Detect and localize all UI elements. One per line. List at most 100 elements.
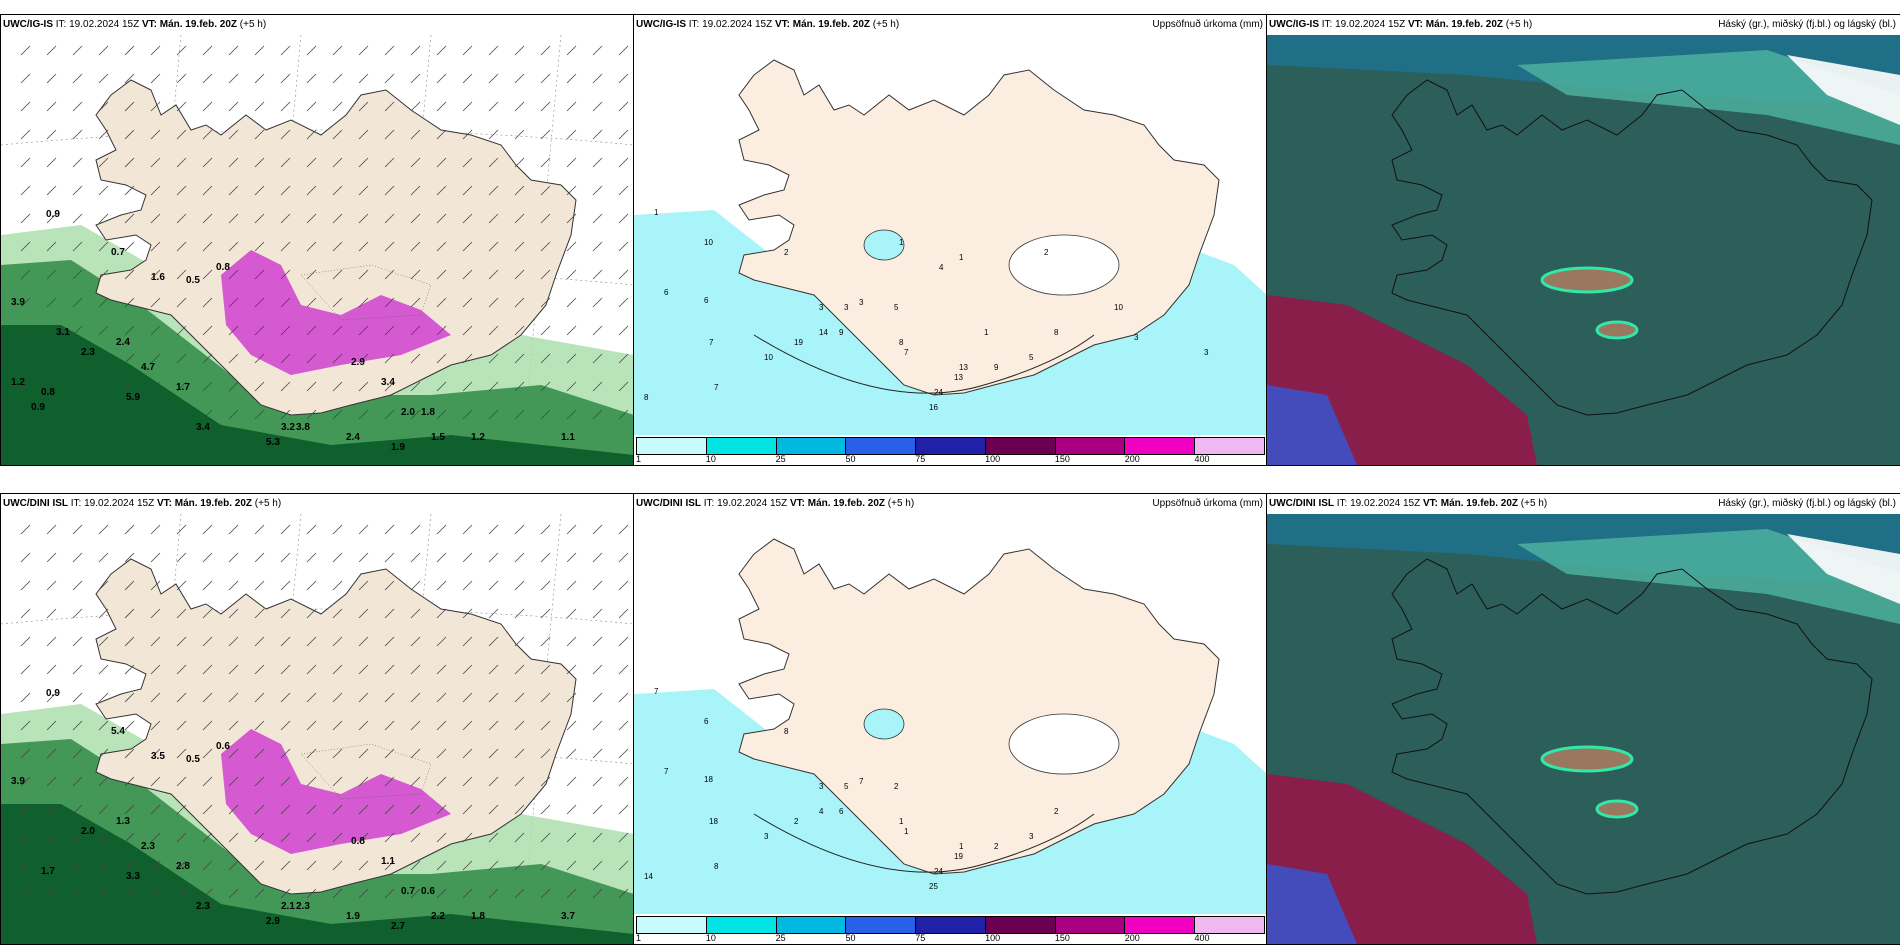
- wind-barb: [150, 552, 161, 563]
- wind-barb: [488, 832, 499, 843]
- wind-barb: [72, 213, 83, 224]
- wind-barb: [410, 608, 421, 619]
- wind-barb: [46, 101, 57, 112]
- wind-barb: [436, 860, 447, 871]
- wind-barb: [332, 664, 343, 675]
- wind-barb: [306, 888, 317, 899]
- wind-barb: [124, 608, 135, 619]
- wind-barb: [306, 832, 317, 843]
- wind-barb: [462, 580, 473, 591]
- wind-barb: [566, 297, 577, 308]
- wind-barb: [566, 692, 577, 703]
- wind-barb: [306, 804, 317, 815]
- wind-barb: [150, 832, 161, 843]
- wind-barb: [462, 664, 473, 675]
- wind-barb: [514, 524, 525, 535]
- wind-barb: [228, 776, 239, 787]
- legend-tick-label: 50: [845, 933, 856, 943]
- wind-barb: [20, 353, 31, 364]
- cloud-feature: [1595, 799, 1639, 819]
- wind-barb: [566, 73, 577, 84]
- wind-barb: [46, 636, 57, 647]
- wind-barb: [20, 241, 31, 252]
- wind-barb: [514, 157, 525, 168]
- wind-barb: [488, 720, 499, 731]
- wind-barb: [488, 748, 499, 759]
- wind-barb: [332, 720, 343, 731]
- precip-value-label: 7: [904, 348, 909, 357]
- wind-barb: [436, 325, 447, 336]
- wind-barb: [514, 269, 525, 280]
- wind-barb: [410, 664, 421, 675]
- wind-barb: [384, 608, 395, 619]
- wind-barb: [332, 325, 343, 336]
- value-label: 0.7: [111, 247, 125, 258]
- precip-value-label: 2: [994, 842, 999, 851]
- wind-barb: [98, 748, 109, 759]
- wind-barb: [514, 381, 525, 392]
- panel-header: UWC/DINI ISL IT: 19.02.2024 15Z VT: Mán.…: [1, 494, 634, 514]
- wind-barb: [228, 129, 239, 140]
- value-label: 2.9: [351, 357, 365, 368]
- wind-barb: [410, 804, 421, 815]
- wind-barb: [462, 409, 473, 420]
- glacier: [863, 708, 905, 740]
- lead-time: (+5 h): [1505, 19, 1533, 30]
- iceland-landmass: [738, 538, 1220, 875]
- wind-barb: [332, 776, 343, 787]
- wind-barb: [72, 524, 83, 535]
- wind-barb: [358, 213, 369, 224]
- wind-barb: [46, 776, 57, 787]
- wind-barb: [176, 636, 187, 647]
- wind-barb: [358, 608, 369, 619]
- wind-barb: [72, 73, 83, 84]
- wind-barb: [358, 241, 369, 252]
- wind-barb: [124, 73, 135, 84]
- cloud-map-bottom: UWC/DINI ISL IT: 19.02.2024 15Z VT: Mán.…: [1266, 493, 1900, 945]
- wind-barb: [228, 608, 239, 619]
- valid-time: Mán. 19.feb. 20Z: [807, 498, 885, 509]
- wind-barb: [72, 608, 83, 619]
- wind-barb: [98, 73, 109, 84]
- field-title: Háský (gr.), miðský (fj.bl.) og lágský (…: [1718, 498, 1896, 509]
- wind-barb: [280, 381, 291, 392]
- wind-barb: [514, 552, 525, 563]
- wind-barb: [618, 608, 629, 619]
- wind-barb: [488, 636, 499, 647]
- wind-barb: [540, 157, 551, 168]
- wind-barb: [514, 860, 525, 871]
- wind-barb: [540, 860, 551, 871]
- precip-patch: [1267, 864, 1357, 944]
- wind-barb: [358, 580, 369, 591]
- cloud-feature: [1595, 320, 1639, 340]
- legend-swatch: [1055, 917, 1126, 933]
- wind-barb: [98, 804, 109, 815]
- wind-barb: [332, 73, 343, 84]
- wind-barb: [410, 748, 421, 759]
- wind-barb: [202, 692, 213, 703]
- wind-barb: [566, 409, 577, 420]
- model-name: UWC/DINI ISL: [636, 498, 701, 509]
- wind-barb: [202, 720, 213, 731]
- wind-barb: [46, 269, 57, 280]
- model-name: UWC/DINI ISL: [3, 498, 68, 509]
- wind-barb: [358, 101, 369, 112]
- iceland-landmass: [738, 59, 1220, 396]
- wind-barb: [592, 269, 603, 280]
- wind-barb: [332, 101, 343, 112]
- wind-barb: [124, 297, 135, 308]
- wind-barb: [228, 888, 239, 899]
- value-label: 2.1: [281, 901, 295, 912]
- wind-barb: [20, 297, 31, 308]
- wind-barb: [540, 664, 551, 675]
- wind-barb: [540, 45, 551, 56]
- legend-tick-label: 200: [1124, 454, 1140, 464]
- wind-barb: [488, 73, 499, 84]
- precip-value-label: 8: [784, 727, 789, 736]
- wind-barb: [462, 213, 473, 224]
- clear-patch: [1787, 55, 1900, 125]
- wind-barb: [150, 860, 161, 871]
- wind-barb: [176, 73, 187, 84]
- wind-barb: [124, 804, 135, 815]
- precip-value-label: 3: [859, 298, 864, 307]
